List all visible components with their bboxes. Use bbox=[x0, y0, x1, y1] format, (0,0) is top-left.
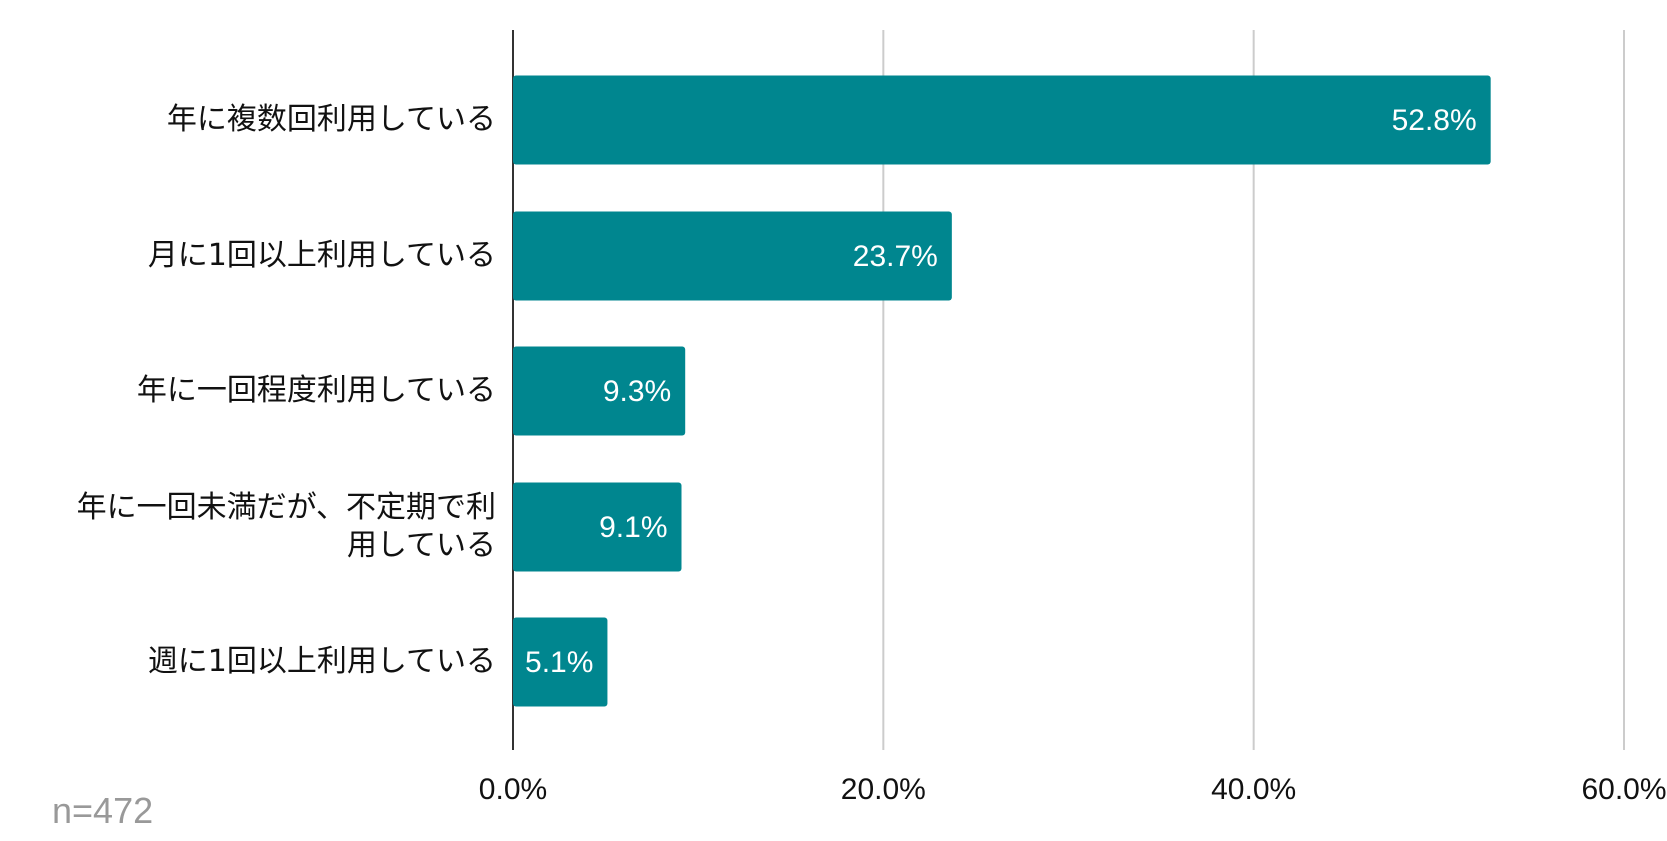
bar bbox=[513, 346, 686, 436]
category-label: 月に1回以上利用している bbox=[147, 238, 496, 273]
value-label: 5.1% bbox=[525, 646, 593, 679]
x-tick-label: 20.0% bbox=[841, 773, 926, 806]
value-label: 9.3% bbox=[603, 375, 671, 408]
category-label: 週に1回以上利用している bbox=[147, 644, 496, 679]
value-label: 23.7% bbox=[853, 240, 938, 273]
value-label: 9.1% bbox=[599, 511, 667, 544]
category-label: 年に複数回利用している bbox=[166, 102, 496, 137]
bar bbox=[513, 211, 952, 301]
category-label: 年に一回程度利用している bbox=[136, 373, 496, 408]
x-tick-label: 0.0% bbox=[479, 773, 547, 806]
bar bbox=[513, 617, 608, 707]
category-label: 年に一回未満だが、不定期で利用している bbox=[76, 490, 496, 563]
bar bbox=[513, 75, 1491, 165]
bar bbox=[513, 482, 682, 572]
value-label: 52.8% bbox=[1392, 104, 1477, 137]
x-tick-label: 40.0% bbox=[1211, 773, 1296, 806]
x-tick-label: 60.0% bbox=[1581, 773, 1666, 806]
sample-size: n=472 bbox=[52, 790, 154, 831]
